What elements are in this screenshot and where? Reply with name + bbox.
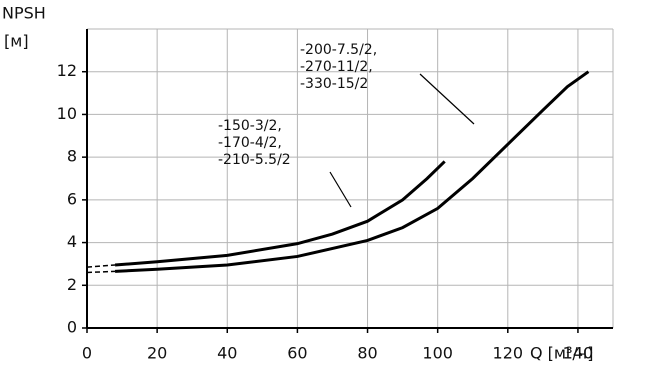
curve-label: -170-4/2, [218,135,282,151]
x-tick-label: 40 [217,344,237,363]
y-tick-label: 10 [57,104,77,123]
x-axis-label: Q [м³/ч] [530,344,594,363]
x-tick-label: 60 [287,344,307,363]
y-axis-label: NPSH [2,4,46,23]
x-tick-label: 100 [422,344,453,363]
curve-label: -200-7.5/2, [300,42,377,58]
leader-line [419,73,475,125]
y-tick-label: 2 [67,275,77,294]
y-tick-label: 6 [67,189,77,208]
y-tick-label: 0 [67,318,77,337]
curve-label: -210-5.5/2 [218,152,291,168]
curve [114,160,446,267]
y-tick-label: 12 [57,61,77,80]
x-tick-label: 20 [147,344,167,363]
curve [114,70,590,273]
curve-extension [86,264,116,268]
curve-label: -150-3/2, [218,118,282,134]
y-axis-unit: [м] [4,32,29,51]
x-tick-label: 140 [563,344,594,363]
curve-label: -330-15/2 [300,76,368,92]
x-tick-label: 120 [493,344,524,363]
y-tick-label: 8 [67,147,77,166]
leader-line [329,171,352,208]
y-tick-label: 4 [67,232,77,251]
curve-label: -270-11/2, [300,59,373,75]
x-tick-label: 0 [82,344,92,363]
x-tick-label: 80 [357,344,377,363]
curve-extension [86,270,116,274]
